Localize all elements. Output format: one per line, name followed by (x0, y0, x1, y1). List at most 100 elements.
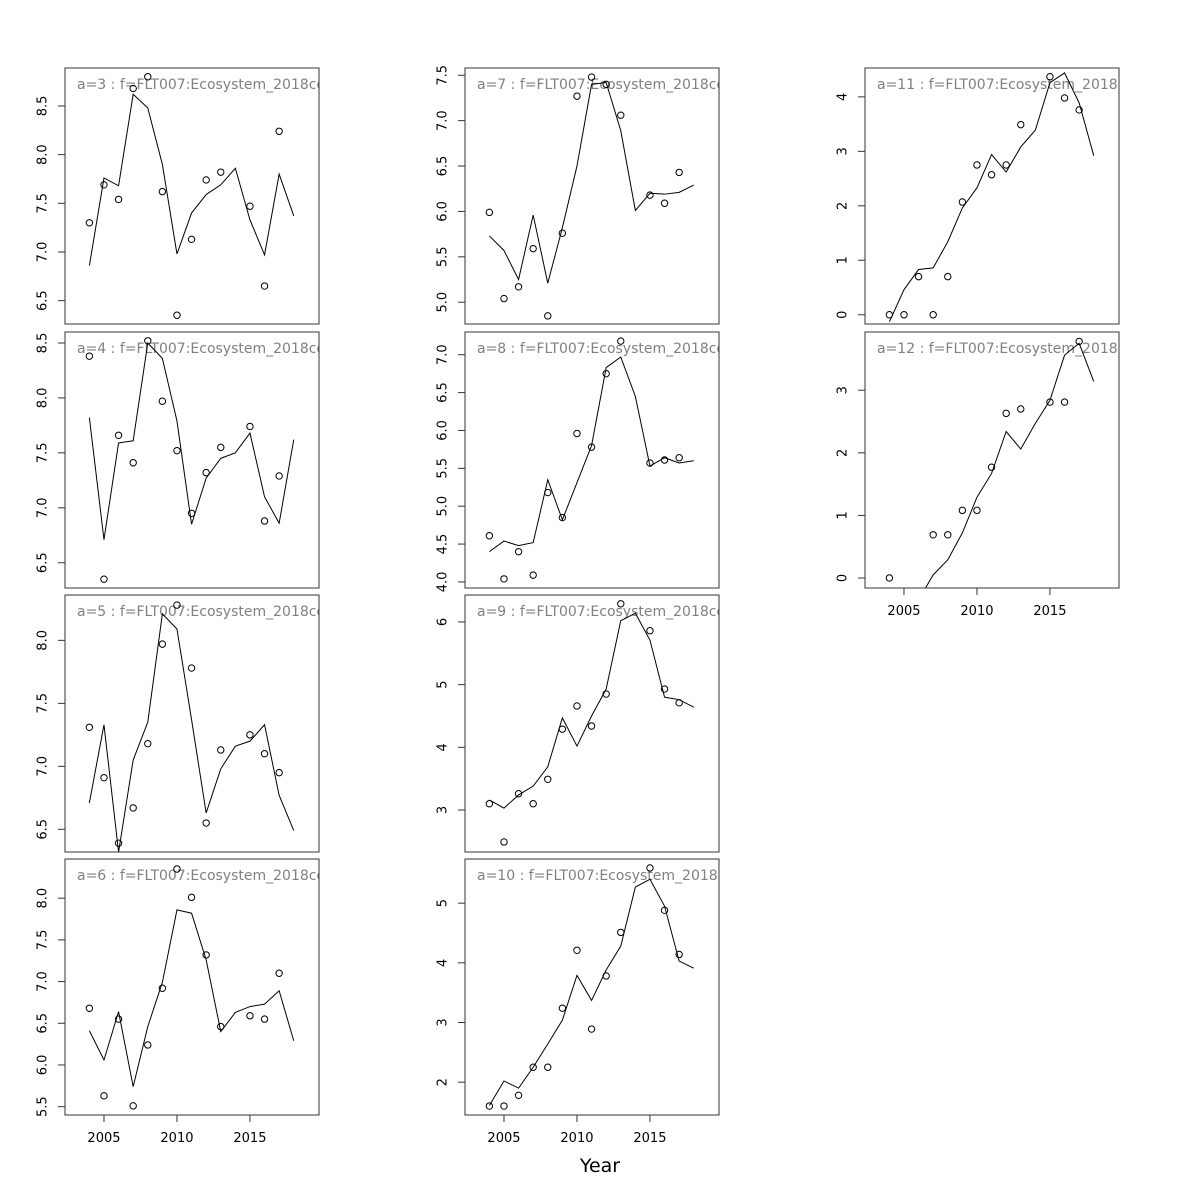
data-point (958, 506, 967, 515)
data-point (129, 1102, 137, 1110)
data-point (514, 547, 523, 556)
plot-area: a=9 : f=FLT007:Ecosystem_2018cor (477, 600, 719, 846)
y-tick-label: 7.5 (36, 443, 51, 464)
data-point (646, 627, 654, 635)
y-tick-label: 8.0 (36, 630, 51, 651)
data-point (617, 111, 625, 119)
panel-frame (464, 67, 720, 325)
panel-frame (64, 594, 320, 853)
data-point (246, 1012, 254, 1020)
y-tick-label: 8.5 (36, 96, 51, 117)
data-point (500, 575, 508, 583)
y-tick-label: 5.0 (436, 292, 451, 313)
y-tick-label: 1 (836, 256, 851, 264)
y-tick-label: 5 (436, 680, 451, 688)
panel-title: a=4 : f=FLT007:Ecosystem_2018cor (77, 341, 331, 357)
y-tick-label: 7.5 (36, 930, 51, 951)
y-tick-label: 6.5 (36, 819, 51, 840)
data-point (675, 168, 683, 177)
panel-frame (464, 594, 720, 853)
y-tick-label: 6.5 (36, 1013, 51, 1034)
data-point (973, 161, 981, 169)
data-point (85, 219, 94, 227)
data-point (602, 369, 610, 378)
data-point (987, 171, 996, 179)
x-tick-label: 2010 (160, 1131, 193, 1146)
data-point (573, 92, 581, 100)
y-tick-label: 4 (436, 959, 451, 967)
y-tick-label: 6.5 (436, 156, 451, 177)
data-point (275, 472, 283, 480)
data-point (114, 431, 123, 439)
y-tick-label: 5.5 (436, 246, 451, 267)
data-point (514, 283, 523, 291)
data-point (158, 187, 167, 196)
x-tick-label: 2015 (1033, 604, 1066, 619)
x-tick-label: 2015 (633, 1131, 666, 1146)
data-point (617, 337, 625, 345)
panel: 3 4 5 6 a=9 : f=FLT007:Ecosystem_2018cor (436, 594, 720, 853)
data-point (144, 73, 152, 81)
panel-frame (64, 858, 320, 1116)
data-point (260, 282, 269, 290)
panel-title: a=5 : f=FLT007:Ecosystem_2018cor (77, 604, 331, 620)
data-point (173, 865, 181, 873)
x-axis-label: Year (579, 1155, 620, 1177)
data-point (617, 600, 625, 608)
y-tick-label: 0 (836, 574, 851, 582)
data-point (544, 775, 552, 783)
data-point (929, 311, 937, 319)
x-tick-label: 2010 (960, 604, 993, 619)
data-point (675, 950, 683, 959)
data-point (202, 819, 210, 827)
data-point (573, 702, 581, 710)
x-tick-label: 2005 (487, 1131, 520, 1146)
data-point (529, 800, 537, 808)
y-tick-label: 7.0 (36, 242, 51, 263)
y-tick-label: 6.5 (36, 552, 51, 573)
data-point (529, 1063, 537, 1071)
x-tick-label: 2005 (887, 604, 920, 619)
data-point (573, 429, 581, 438)
panel-title: a=3 : f=FLT007:Ecosystem_2018cor (77, 77, 331, 93)
y-tick-label: 6.0 (36, 1055, 51, 1076)
x-tick-label: 2005 (87, 1131, 120, 1146)
data-point (1017, 405, 1025, 413)
data-point (1060, 398, 1069, 406)
fit-line (88, 909, 295, 1087)
y-tick-label: 7.0 (436, 110, 451, 131)
data-point (660, 199, 669, 207)
data-point (944, 272, 952, 281)
plot-area: a=7 : f=FLT007:Ecosystem_2018cor (477, 73, 731, 320)
data-point (275, 969, 283, 977)
data-point (187, 235, 196, 244)
plot-area: a=10 : f=FLT007:Ecosystem_2018cor (477, 864, 740, 1110)
data-point (544, 1063, 552, 1071)
data-point (514, 1091, 523, 1100)
fit-line (888, 72, 1095, 323)
data-point (100, 181, 108, 189)
plot-area: a=3 : f=FLT007:Ecosystem_2018cor (77, 73, 331, 319)
plot-area: a=4 : f=FLT007:Ecosystem_2018cor (77, 337, 331, 583)
panel-frame (864, 331, 1120, 589)
y-tick-label: 1 (836, 511, 851, 519)
data-point (100, 773, 108, 782)
data-point (275, 768, 283, 777)
panel-title: a=10 : f=FLT007:Ecosystem_2018cor (477, 868, 740, 884)
plot-area: a=8 : f=FLT007:Ecosystem_2018cor (477, 337, 719, 583)
data-point (202, 468, 210, 477)
data-point (158, 984, 167, 992)
y-tick-label: 7.0 (36, 971, 51, 992)
y-tick-label: 8.0 (36, 388, 51, 409)
y-tick-label: 8.0 (36, 888, 51, 909)
panel-title: a=7 : f=FLT007:Ecosystem_2018cor (477, 77, 731, 93)
y-tick-label: 7.0 (36, 756, 51, 777)
y-tick-label: 2 (436, 1078, 451, 1086)
data-point (246, 731, 254, 739)
fit-line (489, 81, 694, 284)
data-point (114, 1015, 123, 1023)
data-point (900, 311, 908, 319)
data-point (217, 168, 225, 176)
panel: 5.5 6.0 6.5 7.0 7.5 8.0 2005 2010 2015 a=6 : f=FL… (36, 858, 320, 1146)
data-point (558, 229, 567, 237)
